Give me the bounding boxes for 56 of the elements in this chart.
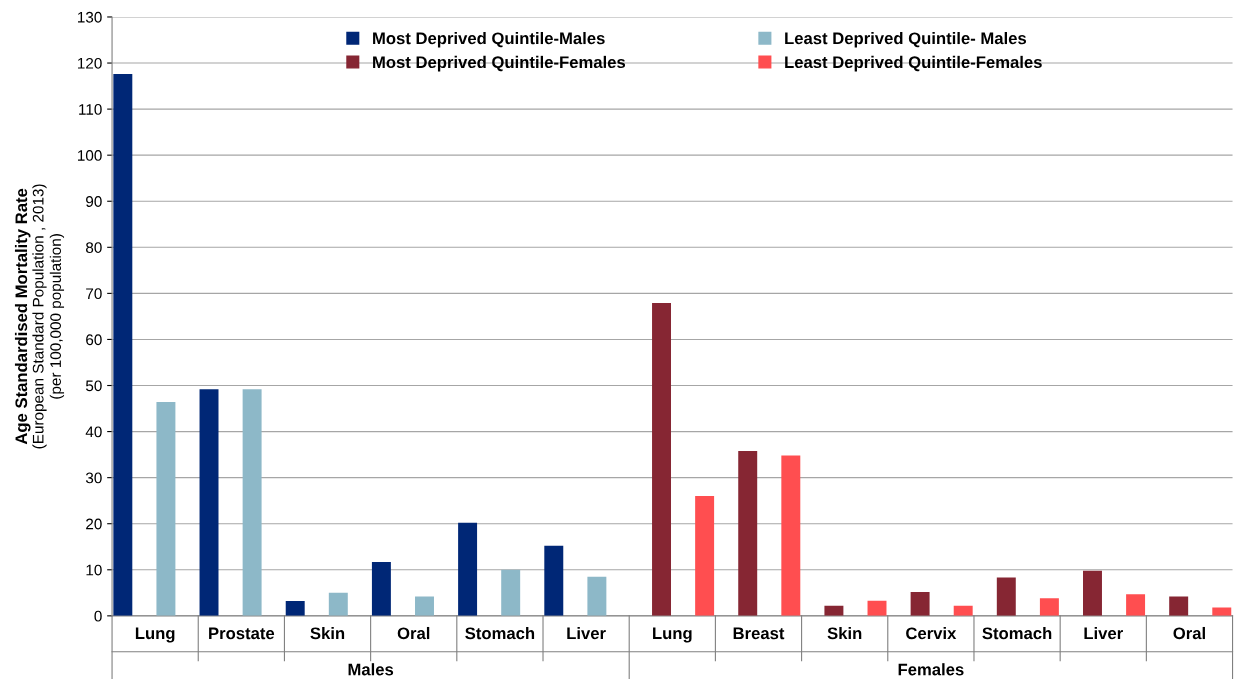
bar: [328, 592, 348, 616]
bar: [587, 576, 607, 616]
bar: [415, 596, 434, 616]
bar: [652, 303, 672, 616]
x-tick-label: Skin: [827, 626, 862, 640]
bar: [199, 389, 219, 616]
bar: [544, 545, 564, 616]
x-tick-label: Liver: [567, 626, 606, 640]
bar: [1169, 596, 1189, 616]
x-tick-label: Liver: [1084, 626, 1123, 640]
bar: [910, 591, 930, 616]
legend-label: Least Deprived Quintile- Males: [785, 31, 1027, 48]
y-axis-title: Age Standardised Mortality Rate (European Standard Population , 2013) (per 100,000 population): [14, 184, 65, 449]
bar: [371, 561, 391, 616]
x-tick-label: Stomach: [465, 626, 535, 640]
bar: [242, 389, 262, 616]
bar: [781, 455, 801, 616]
x-tick-label: Cervix: [906, 626, 957, 640]
y-tick-label: 130: [78, 11, 102, 23]
legend-label: Least Deprived Quintile-Females: [785, 55, 1042, 72]
bar: [695, 496, 715, 616]
text: Females: [898, 663, 964, 676]
x-tick-label: Stomach: [982, 626, 1052, 640]
y-tick-label: 50: [85, 380, 102, 392]
y-tick-label: 110: [79, 103, 102, 115]
y-tick-label: 60: [86, 334, 102, 346]
x-tick-label: Lung: [653, 627, 692, 643]
y-tick-label: 90: [86, 196, 102, 207]
y-tick-label: 80: [86, 242, 102, 253]
x-tick-label: Skin: [310, 626, 345, 640]
y-tick-label: 20: [86, 518, 102, 530]
x-tick-label: Prostate: [209, 627, 275, 640]
bar: [113, 74, 133, 616]
y-tick-label: 0: [94, 610, 102, 622]
y-tick-label: 120: [78, 57, 102, 69]
bar: [738, 450, 758, 616]
y-tick-label: 40: [85, 426, 102, 438]
x-tick-label: Oral: [1173, 626, 1205, 640]
legend-label: Most Deprived Quintile-Females: [373, 55, 626, 72]
x-tick-label: Lung: [135, 627, 175, 643]
bar: [1126, 594, 1146, 616]
bar: [156, 402, 176, 616]
text: Males: [348, 663, 394, 676]
bar: [501, 569, 521, 616]
bar: [458, 522, 478, 616]
x-tick-label: Breast: [733, 627, 785, 640]
y-tick-label: 10: [86, 564, 102, 576]
bar: [996, 577, 1016, 616]
bar: [285, 601, 305, 616]
bar: [1039, 598, 1059, 616]
legend-label: Most Deprived Quintile-Males: [373, 31, 605, 48]
y-tick-label: 70: [86, 288, 102, 300]
x-tick-label: Oral: [397, 626, 430, 640]
y-tick-label: 30: [85, 472, 102, 484]
y-tick-label: 100: [78, 150, 102, 161]
bar: [1083, 570, 1102, 616]
